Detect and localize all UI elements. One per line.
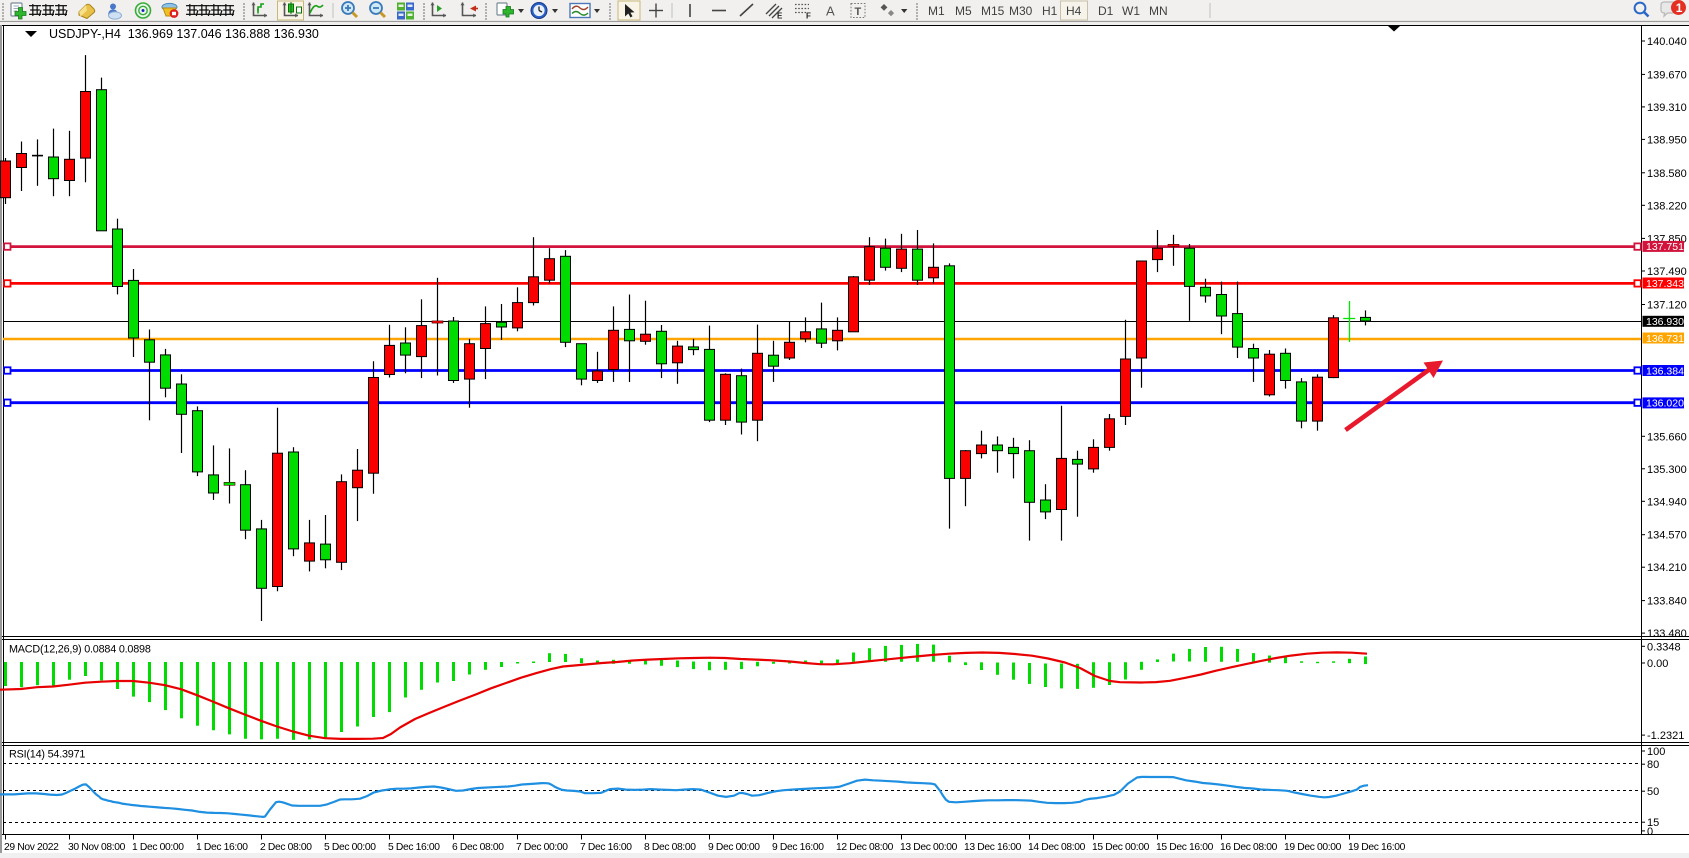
svg-text:135.300: 135.300	[1647, 464, 1687, 476]
svg-text:5 Dec 00:00: 5 Dec 00:00	[324, 842, 376, 853]
svg-text:9 Dec 16:00: 9 Dec 16:00	[772, 842, 824, 853]
svg-text:8 Dec 08:00: 8 Dec 08:00	[644, 842, 696, 853]
svg-text:5 Dec 16:00: 5 Dec 16:00	[388, 842, 440, 853]
svg-text:7 Dec 00:00: 7 Dec 00:00	[516, 842, 568, 853]
svg-text:14 Dec 08:00: 14 Dec 08:00	[1028, 842, 1086, 853]
svg-text:7 Dec 16:00: 7 Dec 16:00	[580, 842, 632, 853]
svg-text:M1: M1	[928, 4, 945, 18]
svg-text:RSI(14) 54.3971: RSI(14) 54.3971	[9, 749, 85, 761]
svg-text:16 Dec 08:00: 16 Dec 08:00	[1220, 842, 1278, 853]
svg-text:-1.2321: -1.2321	[1647, 730, 1684, 742]
svg-text:134.940: 134.940	[1647, 496, 1687, 508]
svg-text:15 Dec 00:00: 15 Dec 00:00	[1092, 842, 1150, 853]
svg-text:T: T	[855, 6, 862, 18]
svg-text:1 Dec 00:00: 1 Dec 00:00	[132, 842, 184, 853]
svg-text:M15: M15	[981, 4, 1005, 18]
svg-text:134.570: 134.570	[1647, 530, 1687, 542]
svg-text:M30: M30	[1009, 4, 1033, 18]
svg-text:9 Dec 00:00: 9 Dec 00:00	[708, 842, 760, 853]
svg-text:136.384: 136.384	[1646, 365, 1684, 377]
svg-text:138.220: 138.220	[1647, 200, 1687, 212]
svg-text:19 Dec 00:00: 19 Dec 00:00	[1284, 842, 1342, 853]
svg-text:13 Dec 16:00: 13 Dec 16:00	[964, 842, 1022, 853]
svg-text:0.00: 0.00	[1647, 658, 1668, 670]
svg-text:MACD(12,26,9) 0.0884 0.0898: MACD(12,26,9) 0.0884 0.0898	[9, 644, 151, 656]
svg-text:15: 15	[1647, 817, 1659, 829]
svg-text:138.950: 138.950	[1647, 134, 1687, 146]
svg-text:138.580: 138.580	[1647, 168, 1687, 180]
svg-text:136.020: 136.020	[1646, 398, 1684, 410]
svg-text:H4: H4	[1066, 4, 1082, 18]
svg-text:MN: MN	[1149, 4, 1168, 18]
svg-text:139.670: 139.670	[1647, 69, 1687, 81]
svg-text:30 Nov 08:00: 30 Nov 08:00	[68, 842, 126, 853]
svg-text:A: A	[826, 4, 835, 19]
svg-text:137.343: 137.343	[1646, 278, 1684, 290]
svg-text:2 Dec 08:00: 2 Dec 08:00	[260, 842, 312, 853]
svg-text:0.3348: 0.3348	[1647, 641, 1681, 653]
svg-text:E: E	[777, 12, 783, 21]
svg-text:USDJPY-,H4 136.969 137.046 13: USDJPY-,H4 136.969 137.046 136.888 136.9…	[49, 27, 319, 41]
svg-text:80: 80	[1647, 759, 1659, 771]
svg-text:100: 100	[1647, 746, 1665, 758]
svg-text:140.040: 140.040	[1647, 36, 1687, 48]
svg-text:6 Dec 08:00: 6 Dec 08:00	[452, 842, 504, 853]
svg-text:H1: H1	[1042, 4, 1058, 18]
svg-text:136.731: 136.731	[1646, 333, 1684, 345]
svg-text:D1: D1	[1098, 4, 1114, 18]
svg-text:135.660: 135.660	[1647, 431, 1687, 443]
svg-text:F: F	[806, 12, 811, 21]
svg-text:M5: M5	[955, 4, 972, 18]
svg-text:13 Dec 00:00: 13 Dec 00:00	[900, 842, 958, 853]
svg-text:0: 0	[1647, 826, 1653, 838]
svg-text:137.490: 137.490	[1647, 266, 1687, 278]
svg-text:137.120: 137.120	[1647, 300, 1687, 312]
svg-text:19 Dec 16:00: 19 Dec 16:00	[1348, 842, 1406, 853]
svg-text:W1: W1	[1122, 4, 1140, 18]
svg-text:12 Dec 08:00: 12 Dec 08:00	[836, 842, 894, 853]
svg-text:134.210: 134.210	[1647, 562, 1687, 574]
svg-text:137.751: 137.751	[1646, 241, 1684, 253]
svg-text:29 Nov 2022: 29 Nov 2022	[4, 842, 59, 853]
svg-text:50: 50	[1647, 786, 1659, 798]
svg-text:1 Dec 16:00: 1 Dec 16:00	[196, 842, 248, 853]
svg-text:15 Dec 16:00: 15 Dec 16:00	[1156, 842, 1214, 853]
svg-text:133.840: 133.840	[1647, 596, 1687, 608]
svg-text:133.480: 133.480	[1647, 628, 1687, 640]
svg-text:136.930: 136.930	[1646, 316, 1684, 328]
svg-text:139.310: 139.310	[1647, 102, 1687, 114]
svg-text:1: 1	[1676, 1, 1683, 15]
